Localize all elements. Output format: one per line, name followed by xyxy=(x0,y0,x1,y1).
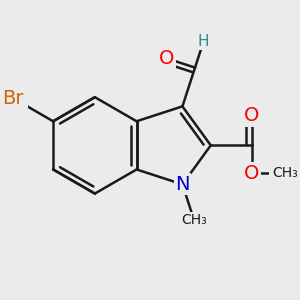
Text: O: O xyxy=(159,49,175,68)
Text: H: H xyxy=(198,34,209,49)
Text: N: N xyxy=(175,175,190,194)
Text: O: O xyxy=(244,164,259,183)
Text: CH₃: CH₃ xyxy=(181,213,207,226)
Text: O: O xyxy=(244,106,259,125)
Text: CH₃: CH₃ xyxy=(272,166,298,180)
Text: Br: Br xyxy=(2,88,24,108)
